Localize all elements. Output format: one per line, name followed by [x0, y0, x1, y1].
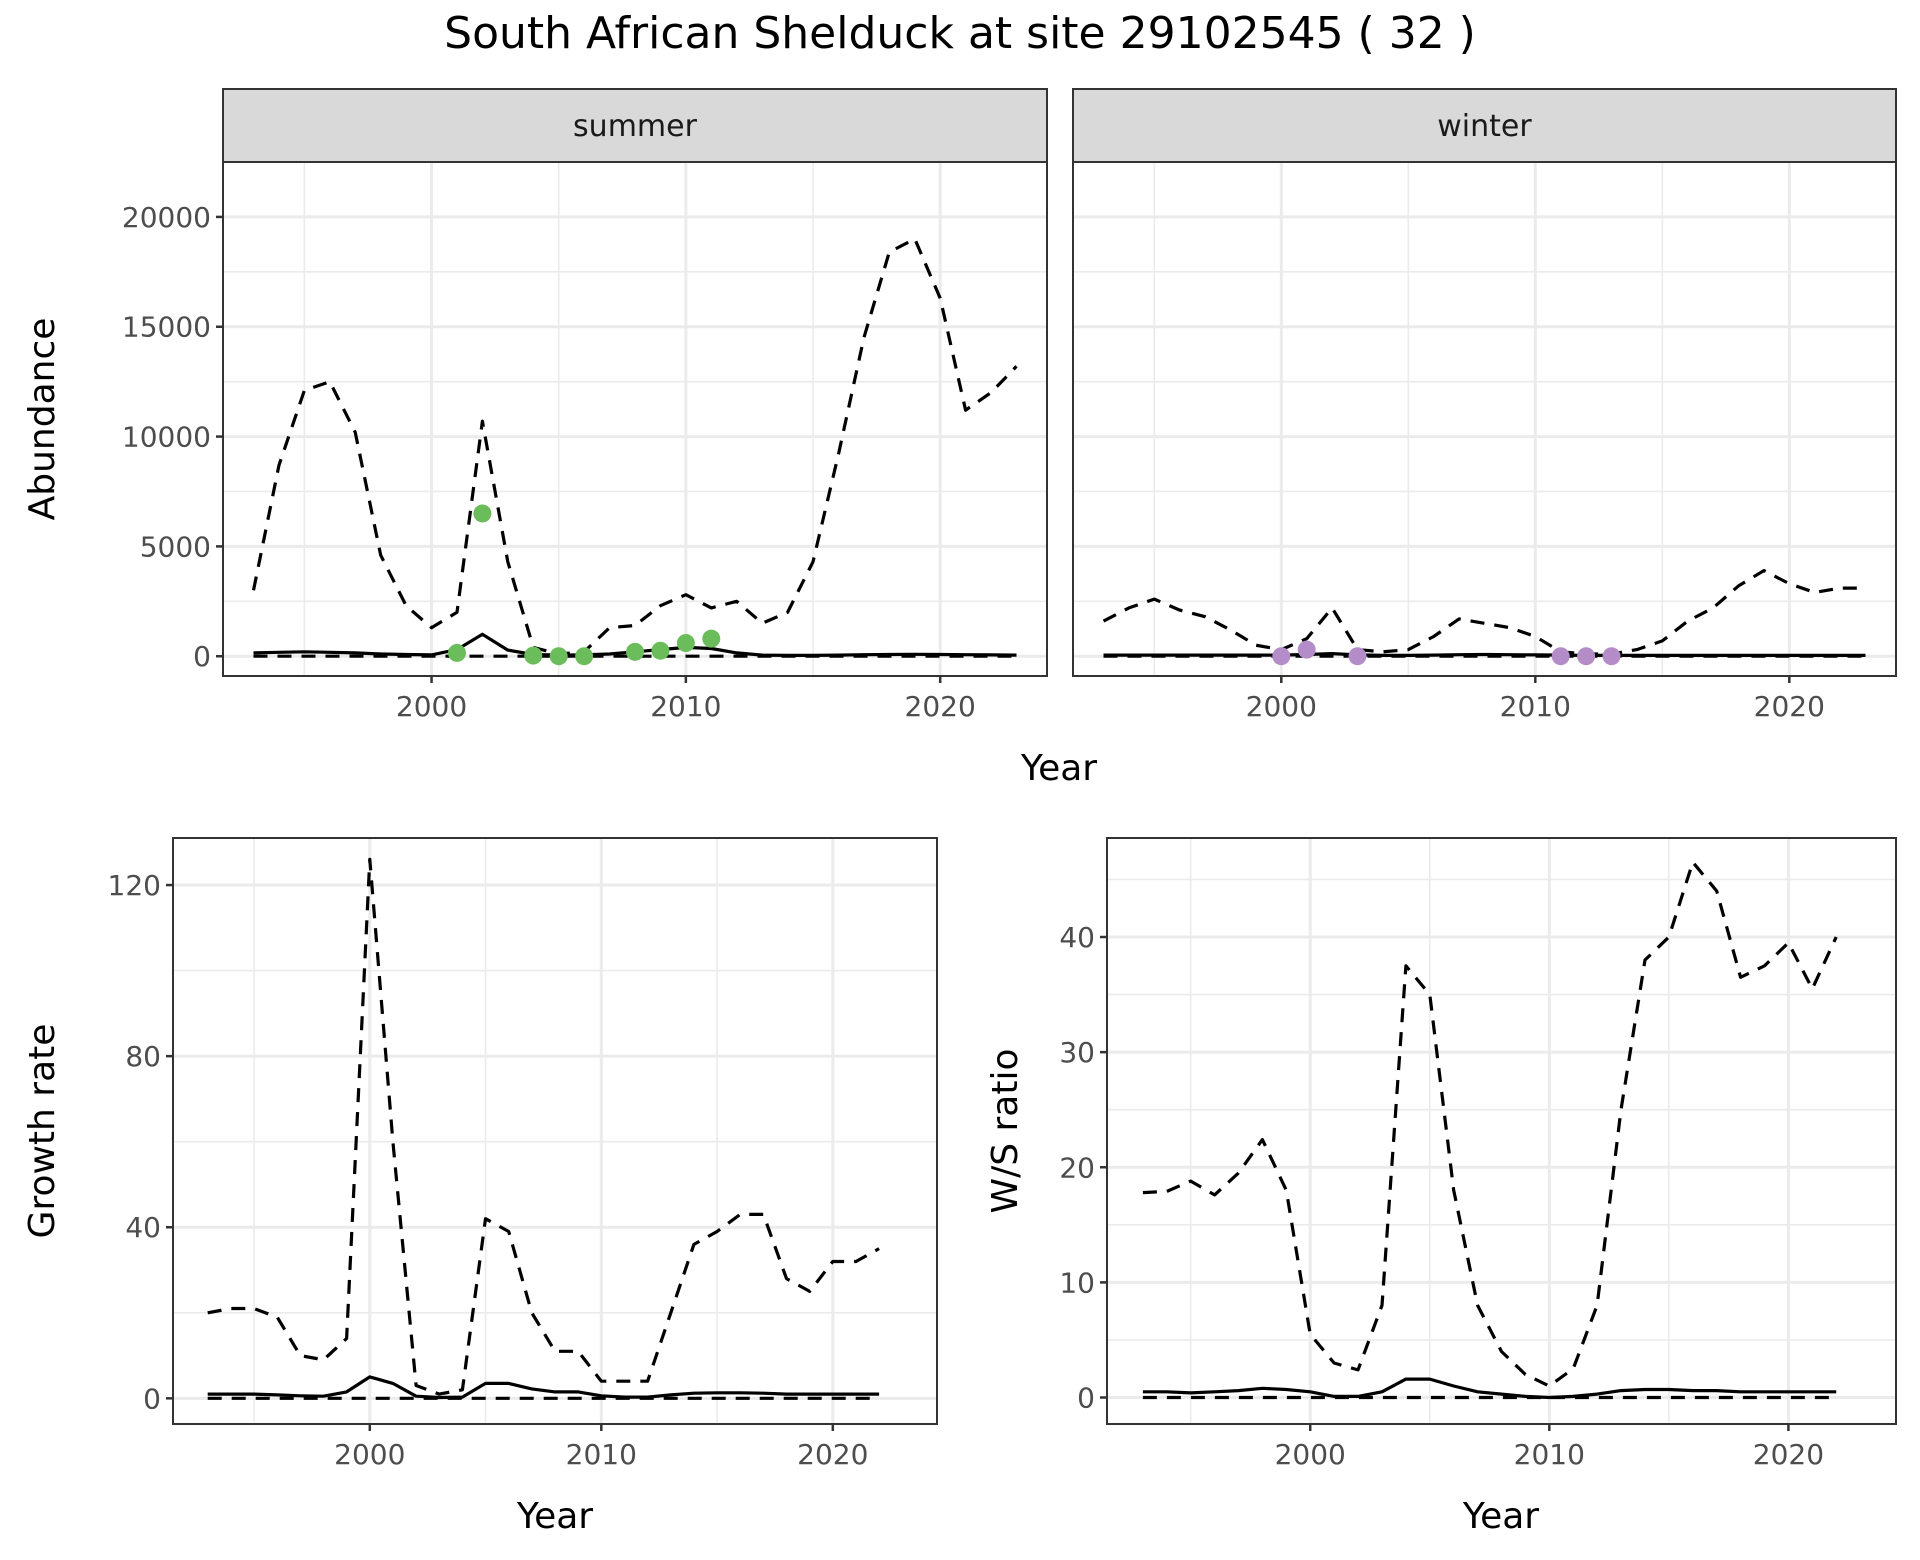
series-line-upper — [1102, 568, 1866, 656]
y-tick-label: 80 — [125, 1040, 161, 1073]
ratio-plot-bg — [1107, 838, 1896, 1424]
series-line-mean — [1103, 651, 1866, 658]
x-tick-label: 2000 — [396, 690, 467, 723]
series-line-mean — [207, 1375, 880, 1400]
figure-title: South African Shelduck at site 29102545 … — [444, 8, 1476, 59]
x-tick-label: 2000 — [334, 1438, 405, 1471]
x-tick-label: 2020 — [797, 1438, 868, 1471]
y-tick-label: 10000 — [122, 421, 211, 454]
data-point — [1577, 647, 1596, 666]
ratio-panel-border — [1106, 837, 1897, 1425]
series-line-upper — [207, 857, 880, 1396]
abundance-winter-plot-bg — [1073, 162, 1896, 676]
data-point — [1348, 647, 1367, 666]
data-point — [575, 647, 594, 666]
y-tick-label: 0 — [143, 1382, 161, 1415]
abundance-summer-plot-bg — [223, 162, 1047, 676]
ratio-panel — [1106, 837, 1897, 1425]
series-line-upper — [1142, 860, 1838, 1388]
data-point — [676, 634, 695, 653]
x-tick-label: 2020 — [1754, 690, 1825, 723]
y-tick-label: 120 — [108, 869, 161, 902]
y-tick-label: 0 — [1077, 1382, 1095, 1415]
abundance-winter-panel — [1072, 161, 1897, 677]
facet-strip-label: winter — [1437, 109, 1532, 144]
y-tick-label: 30 — [1059, 1036, 1095, 1069]
series-line-mean — [1142, 1377, 1837, 1400]
y-tick-label: 5000 — [140, 530, 211, 563]
data-point — [651, 641, 670, 660]
x-tick-label: 2020 — [905, 690, 976, 723]
abundance-winter-panel-border — [1072, 161, 1897, 677]
abundance-summer-panel-border — [222, 161, 1048, 677]
y-axis-label: Abundance — [22, 318, 63, 521]
abundance-summer-panel — [222, 161, 1048, 677]
y-axis-label: Growth rate — [22, 1024, 63, 1239]
x-tick-label: 2010 — [566, 1438, 637, 1471]
data-point — [447, 643, 466, 662]
x-tick-label: 2010 — [1500, 690, 1571, 723]
x-tick-label: 2000 — [1246, 690, 1317, 723]
x-tick-label: 2000 — [1275, 1438, 1346, 1471]
data-point — [702, 629, 721, 648]
y-tick-label: 0 — [193, 640, 211, 673]
data-point — [1551, 647, 1570, 666]
growth-panel-border — [172, 837, 938, 1425]
y-tick-label: 40 — [125, 1211, 161, 1244]
facet-strip-label: summer — [573, 109, 698, 144]
y-axis-label: W/S ratio — [985, 1048, 1026, 1213]
data-point — [626, 642, 644, 661]
x-tick-label: 2010 — [650, 690, 721, 723]
growth-panel — [172, 837, 938, 1425]
x-axis-label: Year — [1020, 748, 1097, 789]
y-tick-label: 20000 — [122, 201, 211, 234]
data-point — [473, 504, 492, 523]
x-tick-label: 2020 — [1753, 1438, 1824, 1471]
data-point — [1272, 647, 1291, 666]
series-line-upper — [251, 237, 1018, 656]
data-point — [1297, 640, 1316, 659]
x-tick-label: 2010 — [1514, 1438, 1585, 1471]
x-axis-label: Year — [516, 1496, 593, 1537]
y-tick-label: 40 — [1059, 921, 1095, 954]
data-point — [524, 646, 543, 665]
y-tick-label: 10 — [1059, 1266, 1095, 1299]
x-axis-label: Year — [1462, 1496, 1539, 1537]
growth-plot-bg — [173, 838, 937, 1424]
y-tick-label: 15000 — [122, 311, 211, 344]
data-point — [1602, 647, 1621, 666]
facet-strip-summer — [222, 88, 1048, 163]
y-tick-label: 20 — [1059, 1151, 1095, 1184]
data-point — [549, 647, 568, 666]
